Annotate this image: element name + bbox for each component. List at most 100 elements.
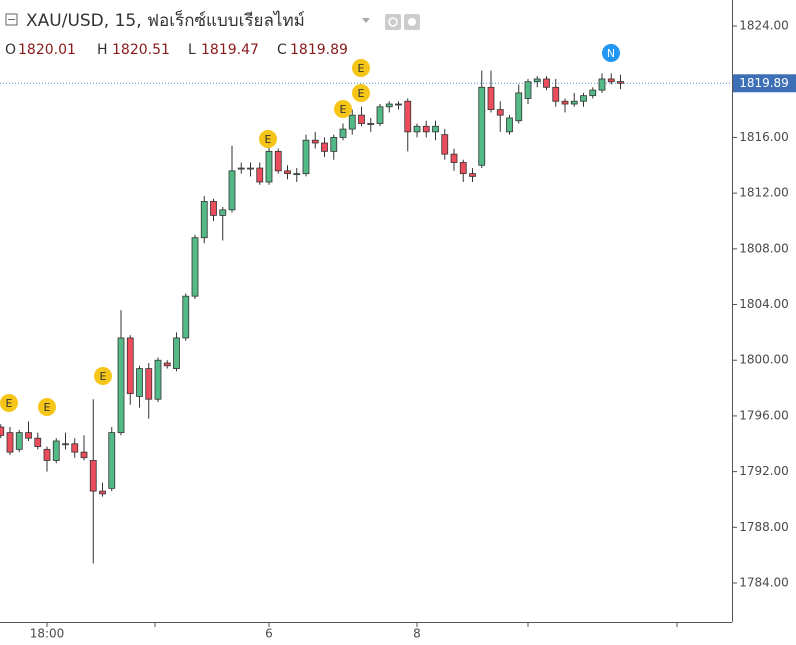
event-label: E xyxy=(340,103,347,116)
candle-body xyxy=(376,106,384,124)
y-tick-label: 1808.00 xyxy=(739,241,789,255)
y-tick-label: 1804.00 xyxy=(739,297,789,311)
candle-body xyxy=(515,92,523,122)
candle-body xyxy=(145,368,153,400)
candle-body xyxy=(228,170,236,211)
x-tick-label: 8 xyxy=(413,627,421,641)
candle-body xyxy=(89,460,97,492)
event-label: E xyxy=(44,401,51,414)
event-marker xyxy=(334,100,352,118)
ohlc-value: 1820.51 xyxy=(112,42,170,58)
candle-body xyxy=(330,137,338,152)
candle-body xyxy=(395,103,402,106)
candle-body xyxy=(80,451,88,459)
candle-body xyxy=(385,103,393,108)
collapse-button[interactable] xyxy=(5,13,18,26)
event-marker xyxy=(259,130,277,148)
gear-icon xyxy=(408,18,416,26)
candle-body xyxy=(219,209,227,216)
event-marker xyxy=(38,398,56,416)
event-label: E xyxy=(100,370,107,383)
candle-body xyxy=(25,432,32,439)
candle-body xyxy=(256,167,264,183)
event-marker xyxy=(94,367,112,385)
ohlc-label: O xyxy=(5,42,16,58)
ohlc-value: 1819.89 xyxy=(290,42,348,58)
candle-body xyxy=(404,100,412,133)
candle-body xyxy=(265,150,273,183)
candle-body xyxy=(450,153,458,163)
candle-body xyxy=(459,162,467,175)
candle-body xyxy=(34,437,42,447)
candle-body xyxy=(561,100,569,105)
ohlc-row: O 1820.01 H 1820.51 L 1819.47 C 1819.89 xyxy=(5,42,348,58)
candle-body xyxy=(284,170,291,175)
candle-body xyxy=(126,337,134,395)
ohlc-value: 1819.47 xyxy=(201,42,259,58)
eye-icon xyxy=(388,17,398,27)
current-price-label: 1819.89 xyxy=(739,76,789,90)
candle-body xyxy=(52,440,60,461)
x-tick-label: 18:00 xyxy=(30,627,65,641)
event-marker xyxy=(602,44,620,62)
candle-body xyxy=(200,201,208,239)
visibility-button[interactable] xyxy=(385,14,401,30)
candle-body xyxy=(524,81,532,99)
candle-body xyxy=(570,100,578,105)
event-label: E xyxy=(358,87,365,100)
event-label: E xyxy=(358,62,365,75)
candle-body xyxy=(469,173,476,177)
candle-body xyxy=(311,139,319,144)
y-tick-label: 1792.00 xyxy=(739,464,789,478)
candle-body xyxy=(607,78,615,83)
candle-body xyxy=(108,432,116,489)
candle-body xyxy=(422,125,430,133)
ohlc-label: C xyxy=(277,42,287,58)
ohlc-label: L xyxy=(188,42,196,58)
candle-body xyxy=(339,128,347,138)
event-label: N xyxy=(607,47,615,60)
candle-body xyxy=(543,78,550,88)
ohlc-label: H xyxy=(97,42,108,58)
candle-body xyxy=(136,368,143,397)
candle-body xyxy=(237,167,245,170)
y-tick-label: 1796.00 xyxy=(739,408,789,422)
y-tick-label: 1788.00 xyxy=(739,520,789,534)
candle-body xyxy=(598,78,606,91)
candle-body xyxy=(210,201,217,216)
event-marker xyxy=(352,84,370,102)
candle-body xyxy=(441,134,449,155)
candle-body xyxy=(117,337,125,434)
candle-body xyxy=(506,117,513,133)
candle-body xyxy=(358,114,365,124)
candle-body xyxy=(496,109,504,116)
y-tick-label: 1784.00 xyxy=(739,576,789,590)
current-price-box xyxy=(733,74,796,93)
candle-body xyxy=(348,114,356,130)
candle-body xyxy=(163,362,171,367)
y-tick-label: 1816.00 xyxy=(739,130,789,144)
dropdown-arrow[interactable] xyxy=(362,18,370,23)
event-marker xyxy=(0,394,18,412)
chart-title: XAU/USD, 15, ฟอเร็กซ์แบบเรียลไทม์ xyxy=(26,9,305,31)
candle-body xyxy=(43,448,51,461)
y-tick-label: 1800.00 xyxy=(739,353,789,367)
candle-body xyxy=(367,123,375,125)
candle-body xyxy=(321,142,328,152)
candle-body xyxy=(182,295,190,339)
candle-body xyxy=(62,443,69,446)
candle-body xyxy=(6,432,14,453)
candle-body xyxy=(580,95,587,102)
ohlc-value: 1820.01 xyxy=(18,42,76,58)
candle-body xyxy=(552,86,560,102)
candle-body xyxy=(478,86,486,166)
x-tick-label: 6 xyxy=(265,627,273,641)
candle-body xyxy=(247,167,254,170)
candle-body xyxy=(15,432,23,450)
event-label: E xyxy=(265,133,272,146)
candle-body xyxy=(274,150,282,172)
candle-body xyxy=(293,173,301,176)
candle-body xyxy=(617,81,624,84)
candle-body xyxy=(533,78,541,83)
